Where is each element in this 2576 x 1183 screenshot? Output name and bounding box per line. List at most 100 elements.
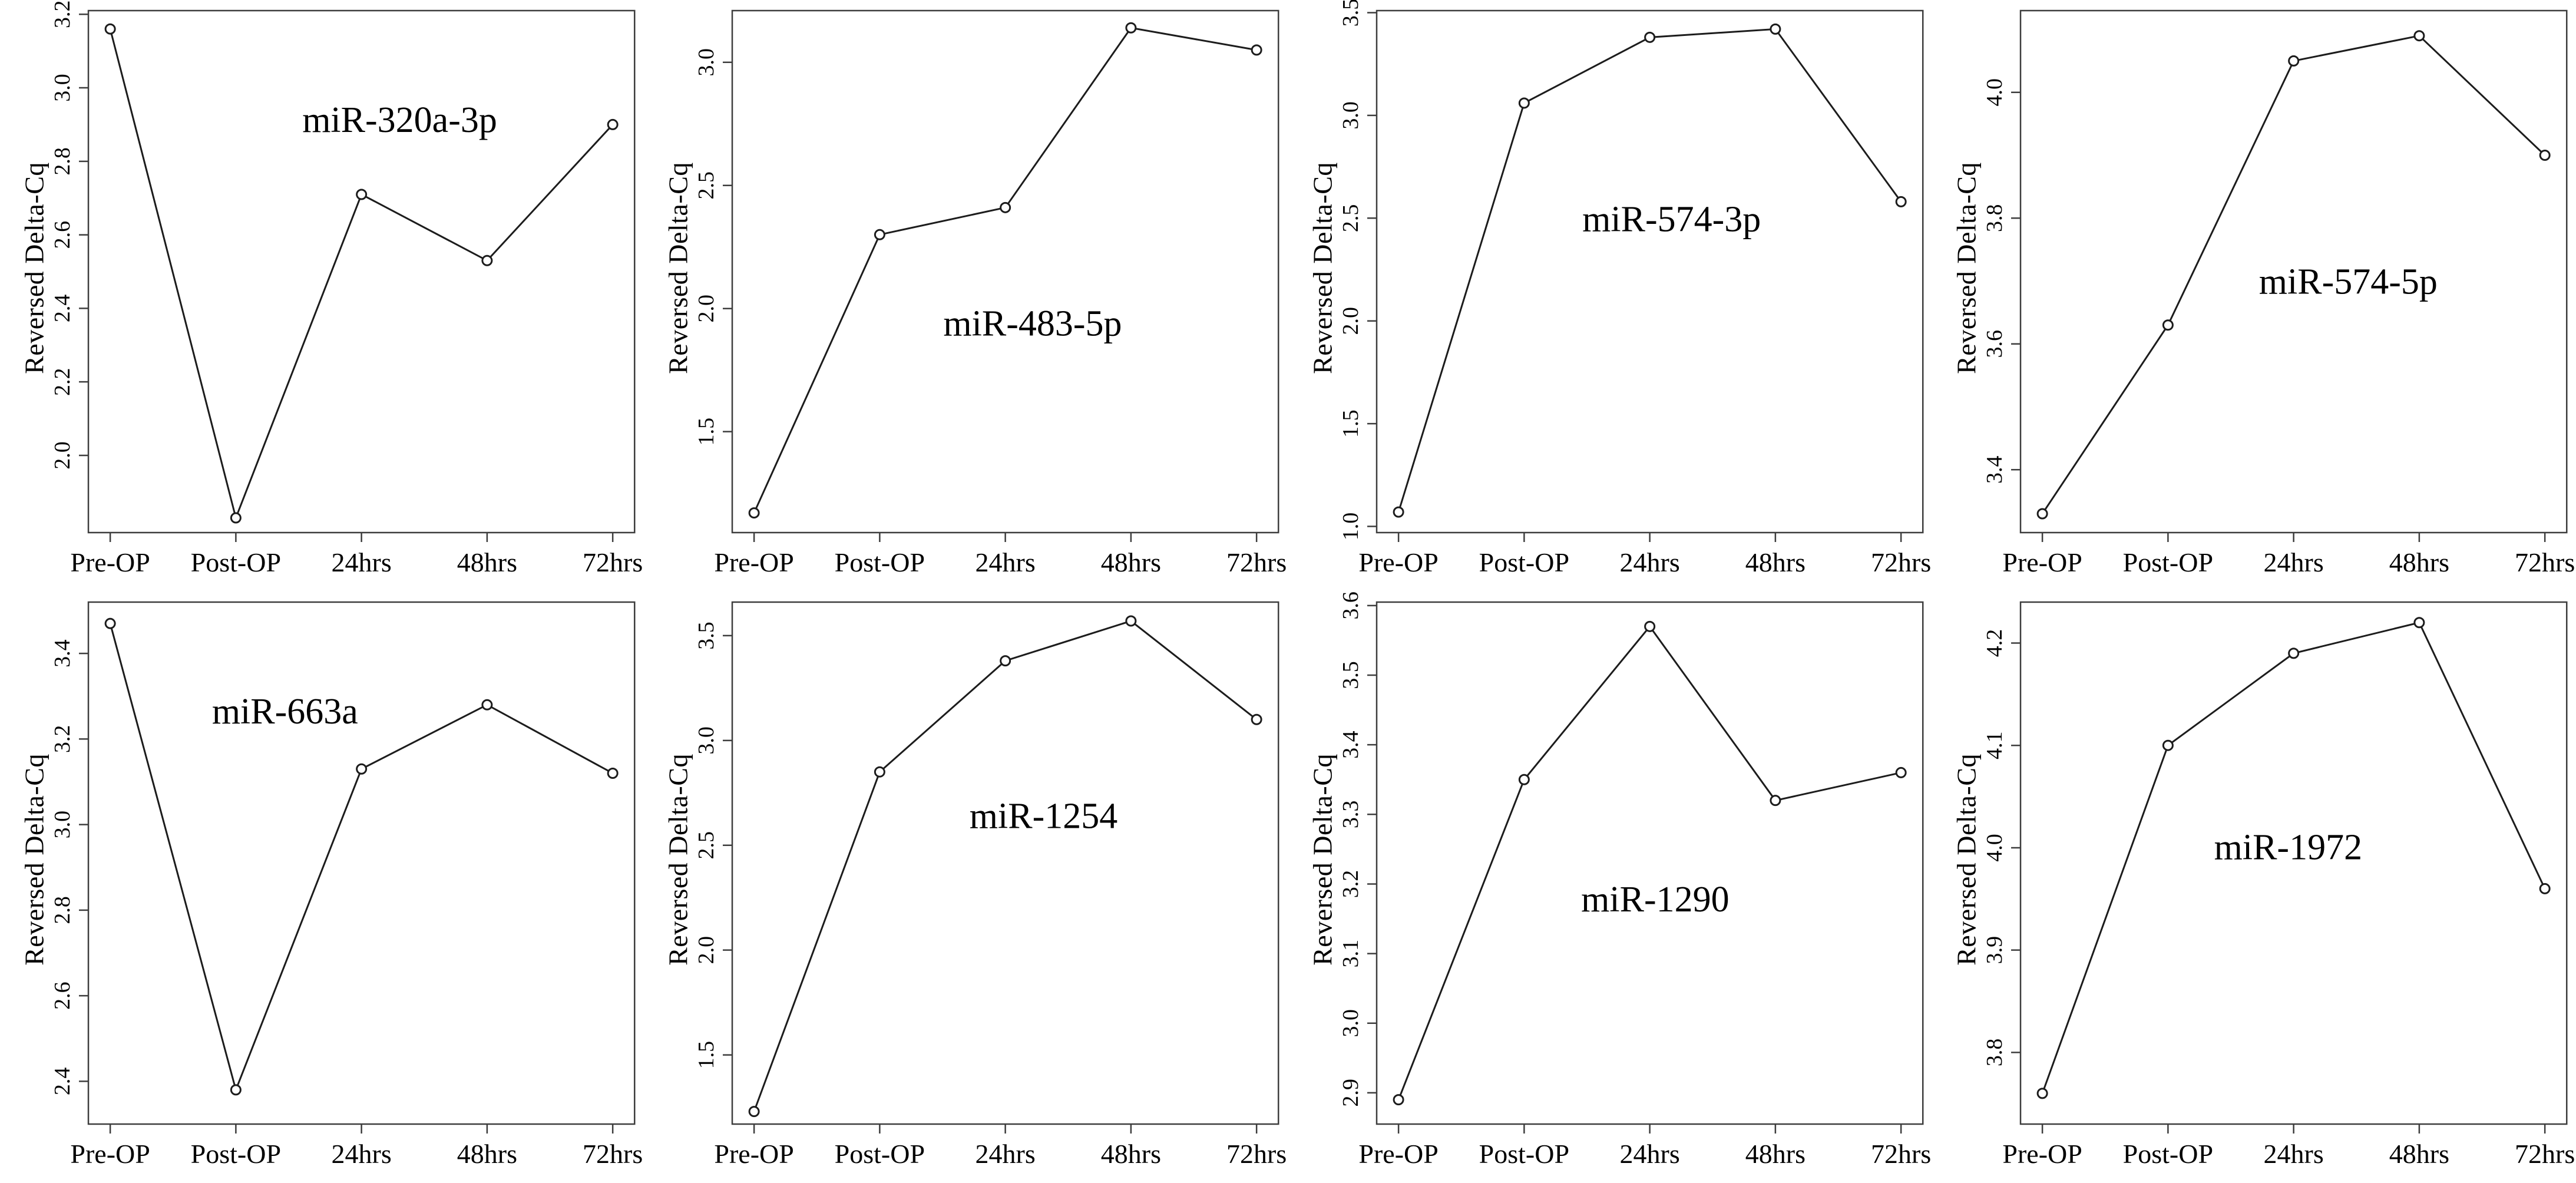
y-tick-label: 1.5 (694, 1041, 719, 1069)
y-tick-label: 3.9 (1982, 936, 2007, 964)
data-point (1518, 97, 1530, 109)
chart-panel-mir-663a: Reversed Delta-Cq 2.4 2.6 2.8 3.0 3.2 3.4 Pre-… (0, 592, 644, 1183)
line-chart: 1.5 2.0 2.5 3.0 3.5 Pre-OP Post-OP 24hrs 48hrs 72… (694, 601, 1287, 1169)
x-tick-label: Post-OP (191, 1139, 281, 1169)
chart-panel-mir-574-5p: Reversed Delta-Cq 3.4 3.6 3.8 4.0 Pre-OP Post… (1932, 0, 2576, 592)
y-tick-label: 2.6 (50, 982, 75, 1009)
x-tick-label: 72hrs (1226, 1139, 1287, 1169)
x-tick-label: Post-OP (1479, 1139, 1569, 1169)
x-tick-label: 24hrs (975, 547, 1036, 577)
x-tick-label: Pre-OP (1358, 1139, 1438, 1169)
x-tick-label: Pre-OP (715, 1139, 794, 1169)
y-tick-label: 3.0 (1338, 101, 1363, 129)
y-tick-label: 3.0 (694, 726, 719, 754)
data-point (1644, 31, 1655, 43)
data-point (874, 766, 886, 778)
x-tick-label: Post-OP (2122, 547, 2213, 577)
x-tick-label: 72hrs (2515, 547, 2575, 577)
series-line (753, 27, 1257, 514)
y-tick-label: 3.1 (1338, 940, 1363, 967)
y-tick-label: 3.6 (1982, 330, 2007, 358)
x-tick-label: 24hrs (332, 547, 392, 577)
data-point (2413, 30, 2425, 42)
y-tick-label: 3.2 (50, 0, 75, 28)
y-tick-label: 2.6 (50, 221, 75, 249)
y-tick-label: 3.4 (1338, 731, 1363, 758)
data-point (230, 1084, 242, 1096)
x-tick-label: 72hrs (2515, 1139, 2575, 1169)
data-point (2287, 55, 2299, 67)
y-tick-label: 2.4 (50, 295, 75, 322)
x-tick-label: Post-OP (191, 547, 281, 577)
x-tick-label: Post-OP (835, 1139, 925, 1169)
y-tick-label: 4.0 (1982, 834, 2007, 861)
y-tick-label: 3.5 (694, 622, 719, 649)
data-point (481, 699, 493, 711)
x-tick-label: 48hrs (1101, 547, 1161, 577)
x-tick-label: 48hrs (1745, 1139, 1805, 1169)
chart-title: miR-1972 (2214, 827, 2362, 867)
y-tick-label: 3.0 (50, 811, 75, 838)
data-point (748, 507, 760, 519)
data-point (2539, 883, 2551, 894)
data-point (1769, 795, 1781, 807)
line-chart: 3.4 3.6 3.8 4.0 Pre-OP Post-OP 24hrs 48hrs 72hrs… (1982, 9, 2575, 577)
line-chart: 3.8 3.9 4.0 4.1 4.2 Pre-OP Post-OP 24hrs 48hrs 72… (1982, 601, 2575, 1169)
x-tick-label: 24hrs (1619, 547, 1679, 577)
data-point (2539, 150, 2551, 161)
y-tick-label: 2.0 (1338, 307, 1363, 335)
y-tick-label: 3.4 (50, 639, 75, 667)
data-point (1251, 713, 1262, 725)
x-tick-label: 24hrs (1619, 1139, 1679, 1169)
x-tick-label: Pre-OP (1358, 547, 1438, 577)
y-tick-label: 2.8 (50, 896, 75, 924)
plot-box (87, 9, 636, 534)
data-point (2036, 1088, 2048, 1099)
y-tick-label: 2.2 (50, 368, 75, 395)
series-line (753, 620, 1258, 1112)
data-point (1518, 774, 1530, 785)
data-point (607, 118, 619, 130)
data-point (2413, 617, 2425, 629)
x-tick-label: Post-OP (835, 547, 925, 577)
line-chart: 2.0 2.2 2.4 2.6 2.8 3.0 3.2 Pre-OP Post-OP 24hrs 4… (50, 0, 643, 577)
data-point (1251, 44, 1262, 56)
y-tick-label: 3.6 (1338, 592, 1363, 619)
data-point (607, 767, 619, 779)
plot-box (732, 601, 1279, 1125)
y-tick-label: 3.0 (50, 74, 75, 101)
x-tick-label: 48hrs (1101, 1139, 1161, 1169)
series-line (109, 623, 613, 1093)
x-tick-label: 72hrs (1226, 547, 1287, 577)
x-tick-label: 72hrs (1871, 547, 1931, 577)
y-tick-label: 2.5 (694, 831, 719, 859)
data-point (2162, 739, 2174, 751)
chart-panel-mir-1972: Reversed Delta-Cq 3.8 3.9 4.0 4.1 4.2 Pre-OP P… (1932, 592, 2576, 1183)
data-point (1769, 23, 1781, 35)
plot-box (1375, 9, 1923, 534)
chart-title: miR-320a-3p (302, 100, 497, 140)
x-tick-label: 48hrs (2389, 1139, 2449, 1169)
data-point (1125, 22, 1137, 34)
plot-box (732, 9, 1279, 534)
x-tick-label: 48hrs (1745, 547, 1805, 577)
x-tick-label: 72hrs (583, 547, 643, 577)
x-tick-label: Post-OP (1479, 547, 1569, 577)
x-tick-label: 24hrs (332, 1139, 392, 1169)
x-tick-label: 48hrs (457, 1139, 517, 1169)
data-point (1393, 1094, 1404, 1106)
line-chart: 1.5 2.0 2.5 3.0 Pre-OP Post-OP 24hrs 48hrs 72hrs… (694, 9, 1287, 577)
data-point (874, 229, 886, 240)
data-point (230, 512, 242, 524)
chart-title: miR-1254 (970, 796, 1117, 836)
line-chart: 1.0 1.5 2.0 2.5 3.0 3.5 Pre-OP Post-OP 24hrs 48hr… (1338, 0, 1931, 577)
chart-panel-mir-1290: Reversed Delta-Cq 2.9 3.0 3.1 3.2 3.3 3.4 3.5 3… (1288, 592, 1932, 1183)
series-line (1397, 624, 1901, 1101)
y-tick-label: 2.0 (694, 295, 719, 322)
y-tick-label: 1.0 (1338, 513, 1363, 540)
y-tick-label: 2.0 (50, 441, 75, 469)
plot-box (87, 601, 636, 1125)
data-point (1393, 506, 1404, 518)
data-point (748, 1106, 760, 1118)
x-tick-label: Pre-OP (70, 1139, 150, 1169)
